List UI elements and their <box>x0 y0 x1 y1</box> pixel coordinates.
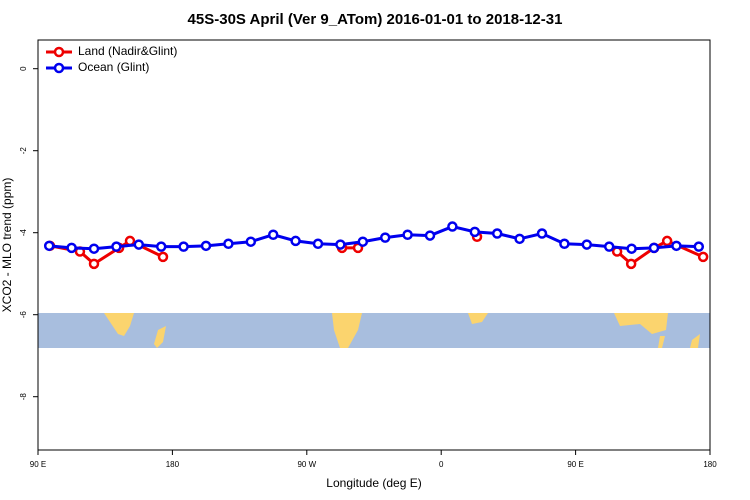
series-point <box>671 240 682 252</box>
x-tick-label: 180 <box>703 460 717 469</box>
series-point <box>379 232 391 243</box>
land-shape <box>614 313 668 334</box>
series-point <box>559 238 570 250</box>
y-tick-label: -8 <box>19 393 28 401</box>
y-axis-label: XCO2 - MLO trend (ppm) <box>0 178 14 313</box>
series-point <box>66 242 77 254</box>
series-point <box>697 251 709 263</box>
series-point <box>200 240 212 252</box>
series-point <box>626 243 637 254</box>
x-tick-label: 90 W <box>297 460 316 469</box>
legend-label: Land (Nadir&Glint) <box>78 44 177 58</box>
land-shape <box>104 313 134 336</box>
x-axis-label: Longitude (deg E) <box>326 476 421 490</box>
series-point <box>223 238 234 250</box>
land-shape <box>468 313 488 324</box>
series-point <box>88 243 100 254</box>
series-point <box>290 235 301 247</box>
y-tick-label: -2 <box>19 147 28 155</box>
series-point <box>335 239 346 250</box>
series-point <box>312 238 324 250</box>
y-tick-label: -6 <box>19 311 28 319</box>
series-point <box>581 239 593 250</box>
series-point <box>424 230 436 241</box>
series-point <box>155 241 167 252</box>
series-point <box>133 239 145 250</box>
plot-frame <box>37 39 711 451</box>
y-tick-label: 0 <box>19 66 28 71</box>
series-point <box>357 236 369 247</box>
series-point <box>469 226 481 238</box>
series-point <box>402 229 413 240</box>
x-tick-label: 90 E <box>567 460 583 469</box>
series-point <box>88 258 100 270</box>
series-point <box>648 242 660 254</box>
series-point <box>245 236 257 247</box>
land-shape <box>332 313 362 348</box>
series-point <box>447 221 458 232</box>
ocean-band <box>38 313 710 348</box>
series-point <box>43 240 55 252</box>
series-point <box>178 241 189 252</box>
series-point <box>514 233 525 245</box>
x-tick-label: 180 <box>166 460 180 469</box>
land-shape <box>690 334 700 348</box>
map-band <box>38 313 710 348</box>
series-point <box>491 228 503 239</box>
x-tick-label: 0 <box>439 460 444 469</box>
series-point <box>603 241 615 252</box>
x-tick-label: 90 E <box>30 460 46 469</box>
legend-label: Ocean (Glint) <box>78 60 149 74</box>
series-line <box>49 224 699 251</box>
land-shape <box>658 336 665 348</box>
series-point <box>693 241 705 252</box>
series-point <box>536 228 548 239</box>
series-point <box>157 251 169 263</box>
series-point <box>267 229 279 240</box>
series-point <box>111 241 122 252</box>
land-shape <box>154 326 166 348</box>
series-point <box>625 258 637 270</box>
chart-title: 45S-30S April (Ver 9_ATom) 2016-01-01 to… <box>188 11 563 28</box>
y-tick-label: -4 <box>19 229 28 237</box>
legend-marker <box>53 46 65 58</box>
legend-marker <box>53 62 65 74</box>
series-point <box>661 235 673 247</box>
